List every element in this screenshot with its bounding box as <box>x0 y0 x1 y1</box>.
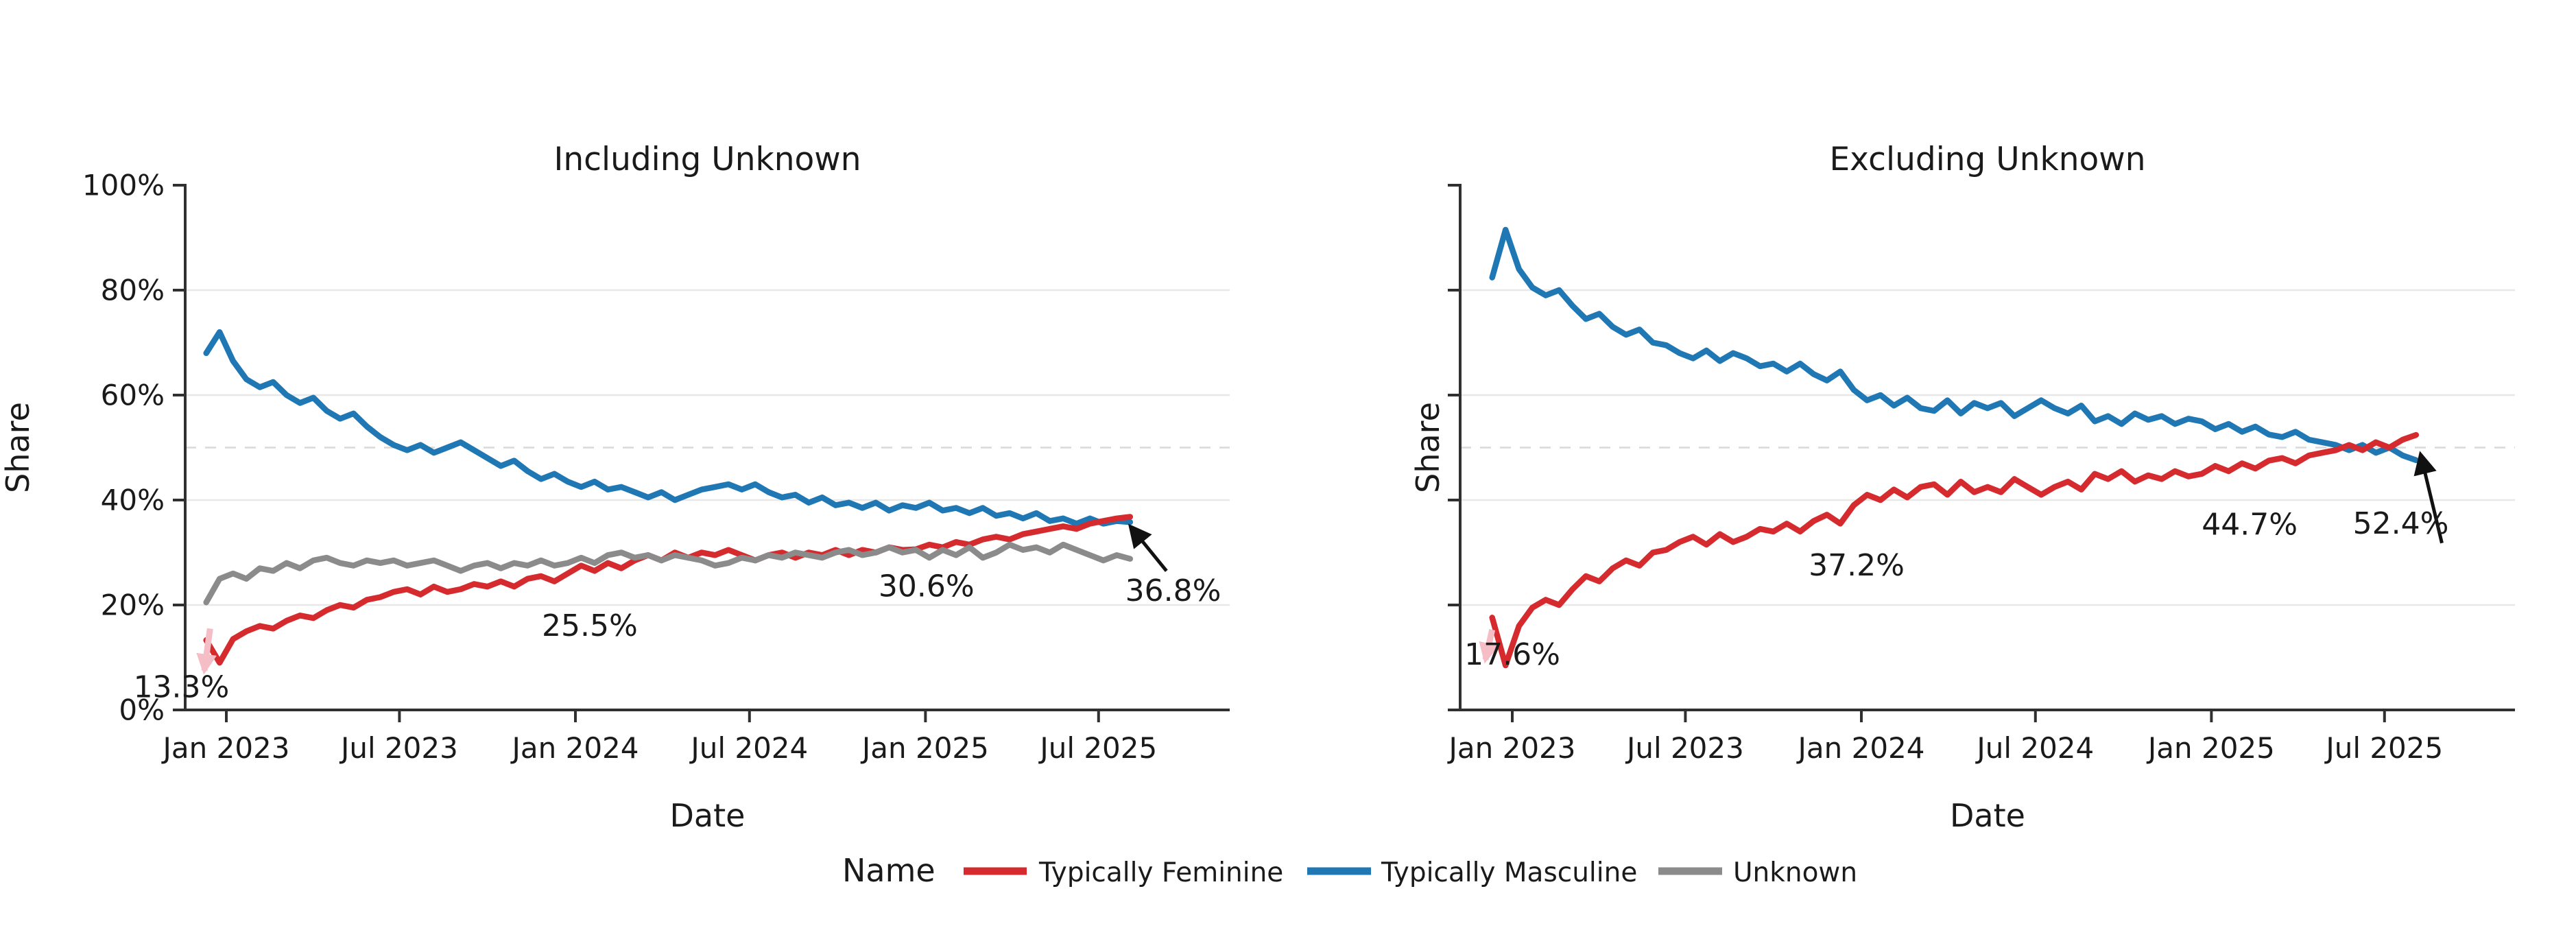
series-start-arrow-pink <box>196 628 217 675</box>
legend-label-typically-feminine: Typically Feminine <box>1038 857 1283 888</box>
panel-title-right: Excluding Unknown <box>1829 141 2145 178</box>
annotation-447: 44.7% <box>2202 507 2298 542</box>
x-tick-label-1: Jul 2023 <box>1625 731 1744 765</box>
y-tick-label-60: 60% <box>101 379 165 412</box>
annotation-255: 25.5% <box>542 608 638 643</box>
series-start-arrow-pink <box>1479 628 1499 664</box>
y-axis-label-left: Share <box>0 402 36 493</box>
series-line-typically-feminine <box>1489 431 2420 669</box>
x-tick-label-1: Jul 2023 <box>339 731 458 765</box>
x-tick-label-0: Jan 2023 <box>1447 731 1576 765</box>
panel-including-unknown: 0% 20% 40% 60% 80% 100% Jan 2023 Jul 2023 Jan 20… <box>0 141 1230 834</box>
x-tick-label-3: Jul 2024 <box>1975 731 2094 765</box>
annotation-176: 17.6% <box>1464 637 1560 672</box>
annotation-133: 13.3% <box>134 670 230 705</box>
x-tick-label-5: Jul 2025 <box>2324 731 2443 765</box>
series-line-unknown <box>203 541 1134 606</box>
x-tick-label-0: Jan 2023 <box>161 731 290 765</box>
legend-title: Name <box>842 852 935 889</box>
annotation-372: 37.2% <box>1809 548 1905 583</box>
panel-excluding-unknown: Jan 2023 Jul 2023 Jan 2024 Jul 2024 Jan 2025… <box>1409 141 2515 834</box>
x-axis-label-left: Date <box>670 797 746 834</box>
annotation-368: 36.8% <box>1125 573 1221 608</box>
x-tick-label-5: Jul 2025 <box>1038 731 1157 765</box>
legend-label-unknown: Unknown <box>1733 857 1857 888</box>
x-tick-label-2: Jan 2024 <box>510 731 639 765</box>
legend: Name Typically Feminine Typically Masculin… <box>842 852 1857 889</box>
x-axis-label-right: Date <box>1950 797 2025 834</box>
y-tick-label-0: 0% <box>119 693 165 727</box>
x-tick-label-4: Jan 2025 <box>860 731 989 765</box>
series-line-typically-masculine <box>1489 226 2420 464</box>
series-line-typically-masculine <box>203 329 1134 527</box>
final-value-arrow <box>1128 523 1168 572</box>
x-tick-label-3: Jul 2024 <box>689 731 808 765</box>
y-axis-label-right: Share <box>1409 402 1446 493</box>
annotation-524: 52.4% <box>2353 506 2449 541</box>
panel-title-left: Including Unknown <box>554 141 861 178</box>
legend-label-typically-masculine: Typically Masculine <box>1381 857 1637 888</box>
y-tick-label-100: 100% <box>82 169 165 202</box>
y-tick-label-40: 40% <box>101 484 165 517</box>
x-tick-label-2: Jan 2024 <box>1796 731 1925 765</box>
final-value-arrow <box>2413 451 2444 544</box>
x-tick-label-4: Jan 2025 <box>2146 731 2275 765</box>
y-tick-label-20: 20% <box>101 589 165 622</box>
annotation-306: 30.6% <box>879 569 975 604</box>
y-tick-label-80: 80% <box>101 274 165 307</box>
